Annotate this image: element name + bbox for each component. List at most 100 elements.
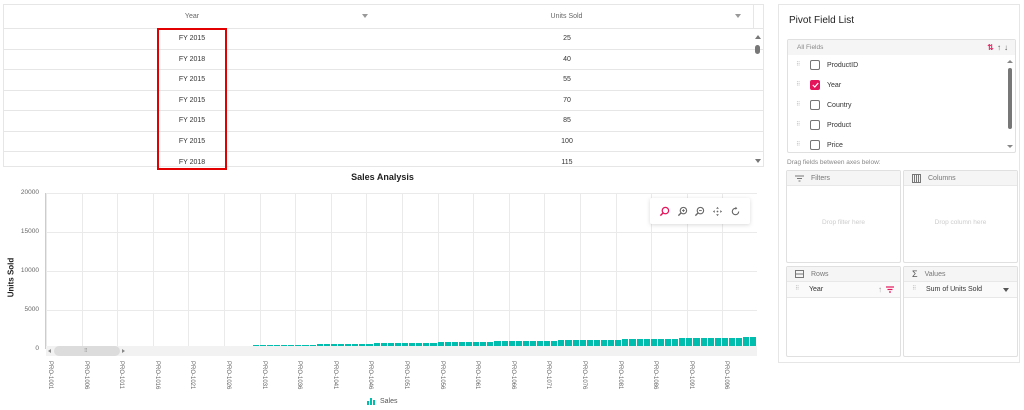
field-item-product[interactable]: ⠿ Product xyxy=(788,115,1015,135)
bar[interactable] xyxy=(743,337,750,349)
scroll-right-arrow-icon[interactable] xyxy=(122,349,125,353)
bar[interactable] xyxy=(501,341,508,349)
drag-handle-icon[interactable]: ⠿ xyxy=(912,286,917,292)
column-header-units-sold[interactable]: Units Sold xyxy=(380,5,754,28)
scroll-down-arrow-icon[interactable] xyxy=(755,159,761,163)
field-item-productid[interactable]: ⠿ ProductID xyxy=(788,55,1015,75)
rows-axis[interactable]: Rows ⠿ Year ↑ xyxy=(786,266,901,357)
zoom-out-icon[interactable] xyxy=(693,204,707,218)
bar[interactable] xyxy=(423,342,430,349)
reset-icon[interactable] xyxy=(728,204,742,218)
pan-icon[interactable] xyxy=(711,204,725,218)
bar[interactable] xyxy=(586,339,593,349)
bar[interactable] xyxy=(622,339,629,349)
drag-handle-icon[interactable]: ⠿ xyxy=(796,141,801,148)
checkbox[interactable] xyxy=(810,140,820,150)
checkbox[interactable] xyxy=(810,60,820,70)
bar[interactable] xyxy=(693,338,700,349)
columns-axis[interactable]: Columns Drop column here xyxy=(903,170,1018,263)
scroll-thumb[interactable]: ⠿ xyxy=(54,346,120,356)
column-header-year[interactable]: Year xyxy=(4,5,380,28)
bar[interactable] xyxy=(458,342,465,349)
filter-dropdown-icon[interactable] xyxy=(362,14,368,18)
scroll-thumb[interactable] xyxy=(1008,68,1012,129)
bar[interactable] xyxy=(480,341,487,349)
bar[interactable] xyxy=(672,338,679,349)
bar[interactable] xyxy=(593,339,601,349)
bar[interactable] xyxy=(629,339,636,349)
bar[interactable] xyxy=(444,342,451,349)
checkbox-checked[interactable] xyxy=(810,80,820,90)
scroll-up-arrow-icon[interactable] xyxy=(755,35,761,39)
bar[interactable] xyxy=(487,341,494,349)
filter-icon[interactable] xyxy=(886,286,894,293)
zoom-in-icon[interactable] xyxy=(675,204,689,218)
filters-axis[interactable]: Filters Drop filter here xyxy=(786,170,901,263)
field-item-price[interactable]: ⠿ Price xyxy=(788,135,1015,152)
bar[interactable] xyxy=(601,339,608,349)
scroll-up-arrow-icon[interactable] xyxy=(1007,60,1013,63)
chevron-down-icon[interactable] xyxy=(1003,287,1009,292)
bar[interactable] xyxy=(615,339,622,349)
table-row[interactable]: FY 2015 25 xyxy=(4,29,763,50)
zoom-icon[interactable] xyxy=(658,204,672,218)
bar[interactable] xyxy=(437,342,444,349)
grid-vertical-scrollbar[interactable] xyxy=(753,29,763,167)
table-row[interactable]: FY 2015 70 xyxy=(4,91,763,111)
bar[interactable] xyxy=(579,340,586,349)
bar[interactable] xyxy=(572,340,579,349)
table-row[interactable]: FY 2015 100 xyxy=(4,132,763,152)
table-row[interactable]: FY 2018 115 xyxy=(4,152,763,166)
bar[interactable] xyxy=(451,342,458,349)
bar[interactable] xyxy=(729,337,736,349)
values-field-pill-units-sold[interactable]: ⠿ Sum of Units Sold xyxy=(904,282,1017,298)
field-item-year[interactable]: ⠿ Year xyxy=(788,75,1015,95)
bar[interactable] xyxy=(565,340,572,349)
bar[interactable] xyxy=(636,339,643,349)
bar[interactable] xyxy=(707,338,714,349)
bar[interactable] xyxy=(558,340,565,349)
chart-legend[interactable]: Sales xyxy=(367,397,398,405)
values-axis[interactable]: Σ Values ⠿ Sum of Units Sold xyxy=(903,266,1018,357)
bar[interactable] xyxy=(551,340,558,349)
bar[interactable] xyxy=(700,338,707,349)
bar[interactable] xyxy=(537,340,544,349)
sort-descending-icon[interactable]: ↓ xyxy=(1004,43,1008,52)
drag-handle-icon[interactable]: ⠿ xyxy=(796,81,801,88)
bar[interactable] xyxy=(409,342,416,349)
bar[interactable] xyxy=(416,342,423,349)
sort-ascending-icon[interactable]: ↑ xyxy=(997,43,1001,52)
bar[interactable] xyxy=(515,341,522,349)
bar[interactable] xyxy=(736,337,743,349)
bar[interactable] xyxy=(608,339,615,349)
sort-ascending-icon[interactable]: ↑ xyxy=(878,285,882,294)
bar[interactable] xyxy=(494,341,501,349)
bar[interactable] xyxy=(508,341,515,349)
scroll-down-arrow-icon[interactable] xyxy=(1007,145,1013,148)
table-row[interactable]: FY 2015 85 xyxy=(4,111,763,132)
checkbox[interactable] xyxy=(810,100,820,110)
table-row[interactable]: FY 2015 55 xyxy=(4,70,763,91)
bar[interactable] xyxy=(721,337,728,349)
bar[interactable] xyxy=(650,338,657,349)
bar[interactable] xyxy=(750,337,757,349)
drag-handle-icon[interactable]: ⠿ xyxy=(796,101,801,108)
bar[interactable] xyxy=(465,341,473,349)
table-row[interactable]: FY 2018 40 xyxy=(4,50,763,70)
checkbox[interactable] xyxy=(810,120,820,130)
bar[interactable] xyxy=(522,341,529,349)
sort-none-icon[interactable]: ⇅ xyxy=(987,43,994,52)
filter-dropdown-icon[interactable] xyxy=(735,14,741,18)
bar[interactable] xyxy=(643,339,650,349)
scroll-thumb[interactable] xyxy=(755,45,760,54)
scroll-left-arrow-icon[interactable] xyxy=(48,349,51,353)
bar[interactable] xyxy=(473,341,480,349)
bar[interactable] xyxy=(430,342,437,349)
field-list-scrollbar[interactable] xyxy=(1007,57,1013,150)
drag-handle-icon[interactable]: ⠿ xyxy=(796,121,801,128)
bar[interactable] xyxy=(665,338,672,349)
field-item-country[interactable]: ⠿ Country xyxy=(788,95,1015,115)
rows-field-pill-year[interactable]: ⠿ Year ↑ xyxy=(787,282,900,298)
bar[interactable] xyxy=(657,338,665,349)
bar[interactable] xyxy=(679,338,686,349)
